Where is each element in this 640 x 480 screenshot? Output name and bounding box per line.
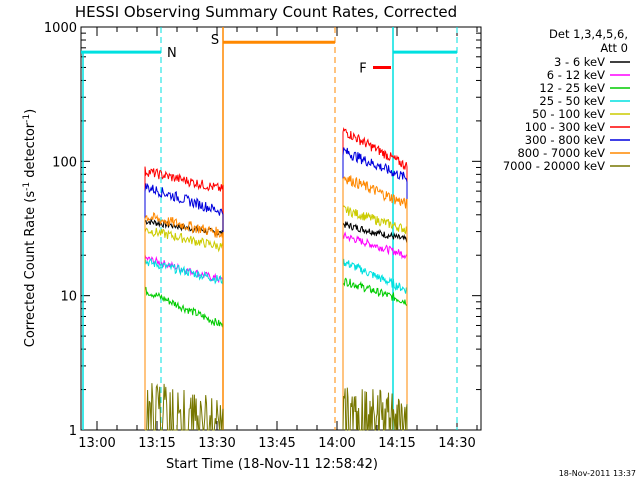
x-tick-label: 13:00 [78, 436, 115, 451]
series-line [342, 258, 408, 430]
plot-border [80, 26, 482, 431]
y-tick-label: 10 [60, 290, 77, 305]
series-line [342, 175, 408, 430]
series-line [342, 127, 408, 430]
night-label: N [167, 46, 177, 61]
legend-header-attenuator: Att 0 [600, 41, 628, 55]
legend-entry-label: 6 - 12 keV [547, 68, 605, 82]
series-line [342, 221, 408, 430]
x-tick-label: 13:15 [138, 436, 175, 451]
series-lines [144, 127, 408, 431]
series-line [144, 227, 224, 430]
y-axis-label-sup1: -1 [22, 182, 32, 191]
series-line [144, 212, 224, 430]
y-axis-label-sup2: -1 [22, 114, 32, 123]
y-tick-label: 1 [69, 424, 77, 439]
y-axis: 1 10 100 1000 [44, 21, 481, 439]
chart-title: HESSI Observing Summary Count Rates, Cor… [75, 3, 457, 21]
legend-entry-label: 7000 - 20000 keV [503, 159, 605, 173]
x-tick-label: 13:30 [198, 436, 235, 451]
x-axis-label: Start Time (18-Nov-11 12:58:42) [166, 457, 378, 472]
legend-entry-label: 100 - 300 keV [525, 120, 605, 134]
x-axis: 13:00 13:15 13:30 13:45 14:00 14:15 14:30 [78, 27, 478, 451]
x-tick-label: 13:45 [258, 436, 295, 451]
series-line [144, 217, 224, 430]
legend-header-detectors: Det 1,3,4,5,6, [549, 27, 628, 41]
series-line [342, 387, 408, 431]
y-axis-label-part3: ) [23, 109, 38, 114]
timestamp: 18-Nov-2011 13:37 [559, 469, 636, 478]
x-tick-label: 14:15 [378, 436, 415, 451]
series-line [342, 277, 408, 430]
series-line [144, 286, 224, 430]
legend-entry-label: 25 - 50 keV [539, 94, 605, 108]
series-line [144, 182, 224, 430]
legend-entry-label: 3 - 6 keV [554, 55, 605, 69]
series-line [342, 203, 408, 430]
series-line [342, 147, 408, 430]
saa-label: S [211, 33, 219, 48]
series-line [144, 258, 224, 430]
legend-entry-label: 800 - 7000 keV [517, 146, 605, 160]
x-tick-label: 14:00 [318, 436, 355, 451]
legend-entry-label: 12 - 25 keV [539, 81, 605, 95]
flare-label: F [359, 61, 366, 76]
series-line [144, 166, 224, 430]
legend-entry-label: 50 - 100 keV [532, 107, 605, 121]
series-line [342, 231, 408, 430]
annotations: N S F [81, 27, 458, 430]
series-line [145, 383, 224, 431]
plot-frame [80, 26, 482, 431]
y-axis-label-part2: detector [23, 122, 38, 182]
y-axis-label-part1: Corrected Count Rate (s [23, 191, 38, 348]
y-axis-label: Corrected Count Rate (s-1 detector-1) [22, 109, 38, 347]
x-tick-label: 14:30 [438, 436, 475, 451]
y-tick-label: 1000 [44, 21, 77, 36]
legend-entry-label: 300 - 800 keV [525, 133, 605, 147]
y-tick-label: 100 [52, 155, 77, 170]
